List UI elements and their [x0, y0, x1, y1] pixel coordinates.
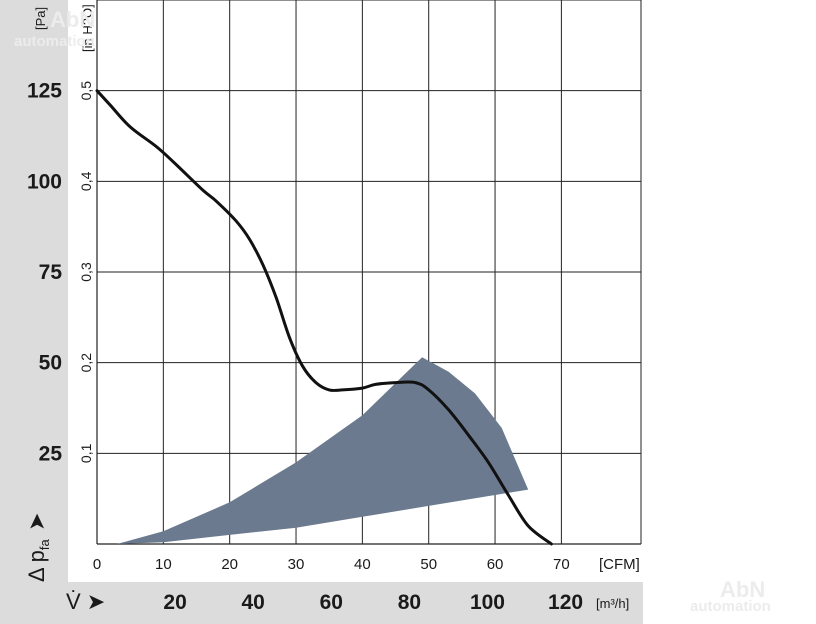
operating-range-band: [116, 357, 529, 544]
curve-layer: [95, 89, 553, 546]
y-tick-inh2o-3: 0,4: [78, 171, 94, 191]
svg-text:AbN: AbN: [720, 577, 765, 602]
svg-text:AbN: AbN: [50, 7, 95, 32]
y-tick-pa-3: 100: [27, 170, 62, 193]
fan-curve-series-0: [95, 89, 553, 546]
x-tick-cfm-2: 20: [221, 556, 238, 573]
x-secondary-symbol: V̇ ➤: [66, 589, 105, 614]
y-unit-pa: [Pa]: [33, 7, 48, 30]
y-tick-inh2o-1: 0,2: [78, 353, 94, 373]
bottom-axis-panel: [68, 582, 643, 624]
y-tick-pa-4: 125: [27, 80, 62, 103]
x-unit-cfm: [CFM]: [599, 556, 640, 573]
y-tick-inh2o-4: 0,5: [78, 81, 94, 101]
x-tick-m3h-4: 100: [470, 591, 505, 614]
x-tick-m3h-1: 40: [242, 591, 265, 614]
x-tick-cfm-3: 30: [288, 556, 305, 573]
y-axis-symbol-main: Δ p: [24, 550, 49, 582]
operating-range-layer: [116, 357, 529, 544]
x-tick-cfm-0: 0: [93, 556, 101, 573]
svg-text:automation: automation: [690, 598, 771, 615]
x-tick-m3h-5: 120: [548, 591, 583, 614]
y-tick-inh2o-2: 0,3: [78, 262, 94, 282]
x-tick-cfm-1: 10: [155, 556, 172, 573]
y-tick-pa-2: 75: [39, 261, 63, 284]
x-tick-m3h-3: 80: [398, 591, 421, 614]
y-axis-symbol: Δ pfa: [24, 539, 52, 582]
x-tick-m3h-0: 20: [163, 591, 186, 614]
x-tick-cfm-4: 40: [354, 556, 371, 573]
y-tick-pa-1: 50: [39, 352, 62, 375]
y-axis-arrow: ➤: [24, 513, 49, 531]
y-tick-pa-0: 25: [39, 442, 63, 465]
x-tick-cfm-5: 50: [420, 556, 437, 573]
x-tick-m3h-2: 60: [320, 591, 343, 614]
watermark-logo: AbN automation: [690, 577, 771, 615]
y-tick-inh2o-0: 0,1: [78, 443, 94, 463]
watermark-logo-top: AbN automation: [14, 7, 95, 50]
y-unit-inh2o: [in H2O]: [80, 4, 95, 52]
x-tick-cfm-6: 60: [487, 556, 504, 573]
x-tick-cfm-7: 70: [553, 556, 570, 573]
svg-text:automation: automation: [14, 33, 95, 50]
left-axis-panel: [0, 0, 68, 624]
x-unit-m3h: [m³/h]: [596, 596, 629, 611]
axis-labels-layer: 0 10 20 30 40 50 60 70 20 40 60 80 100 120 25 50 75 100 12…: [27, 80, 583, 614]
y-axis-symbol-subscript: fa: [37, 539, 52, 551]
